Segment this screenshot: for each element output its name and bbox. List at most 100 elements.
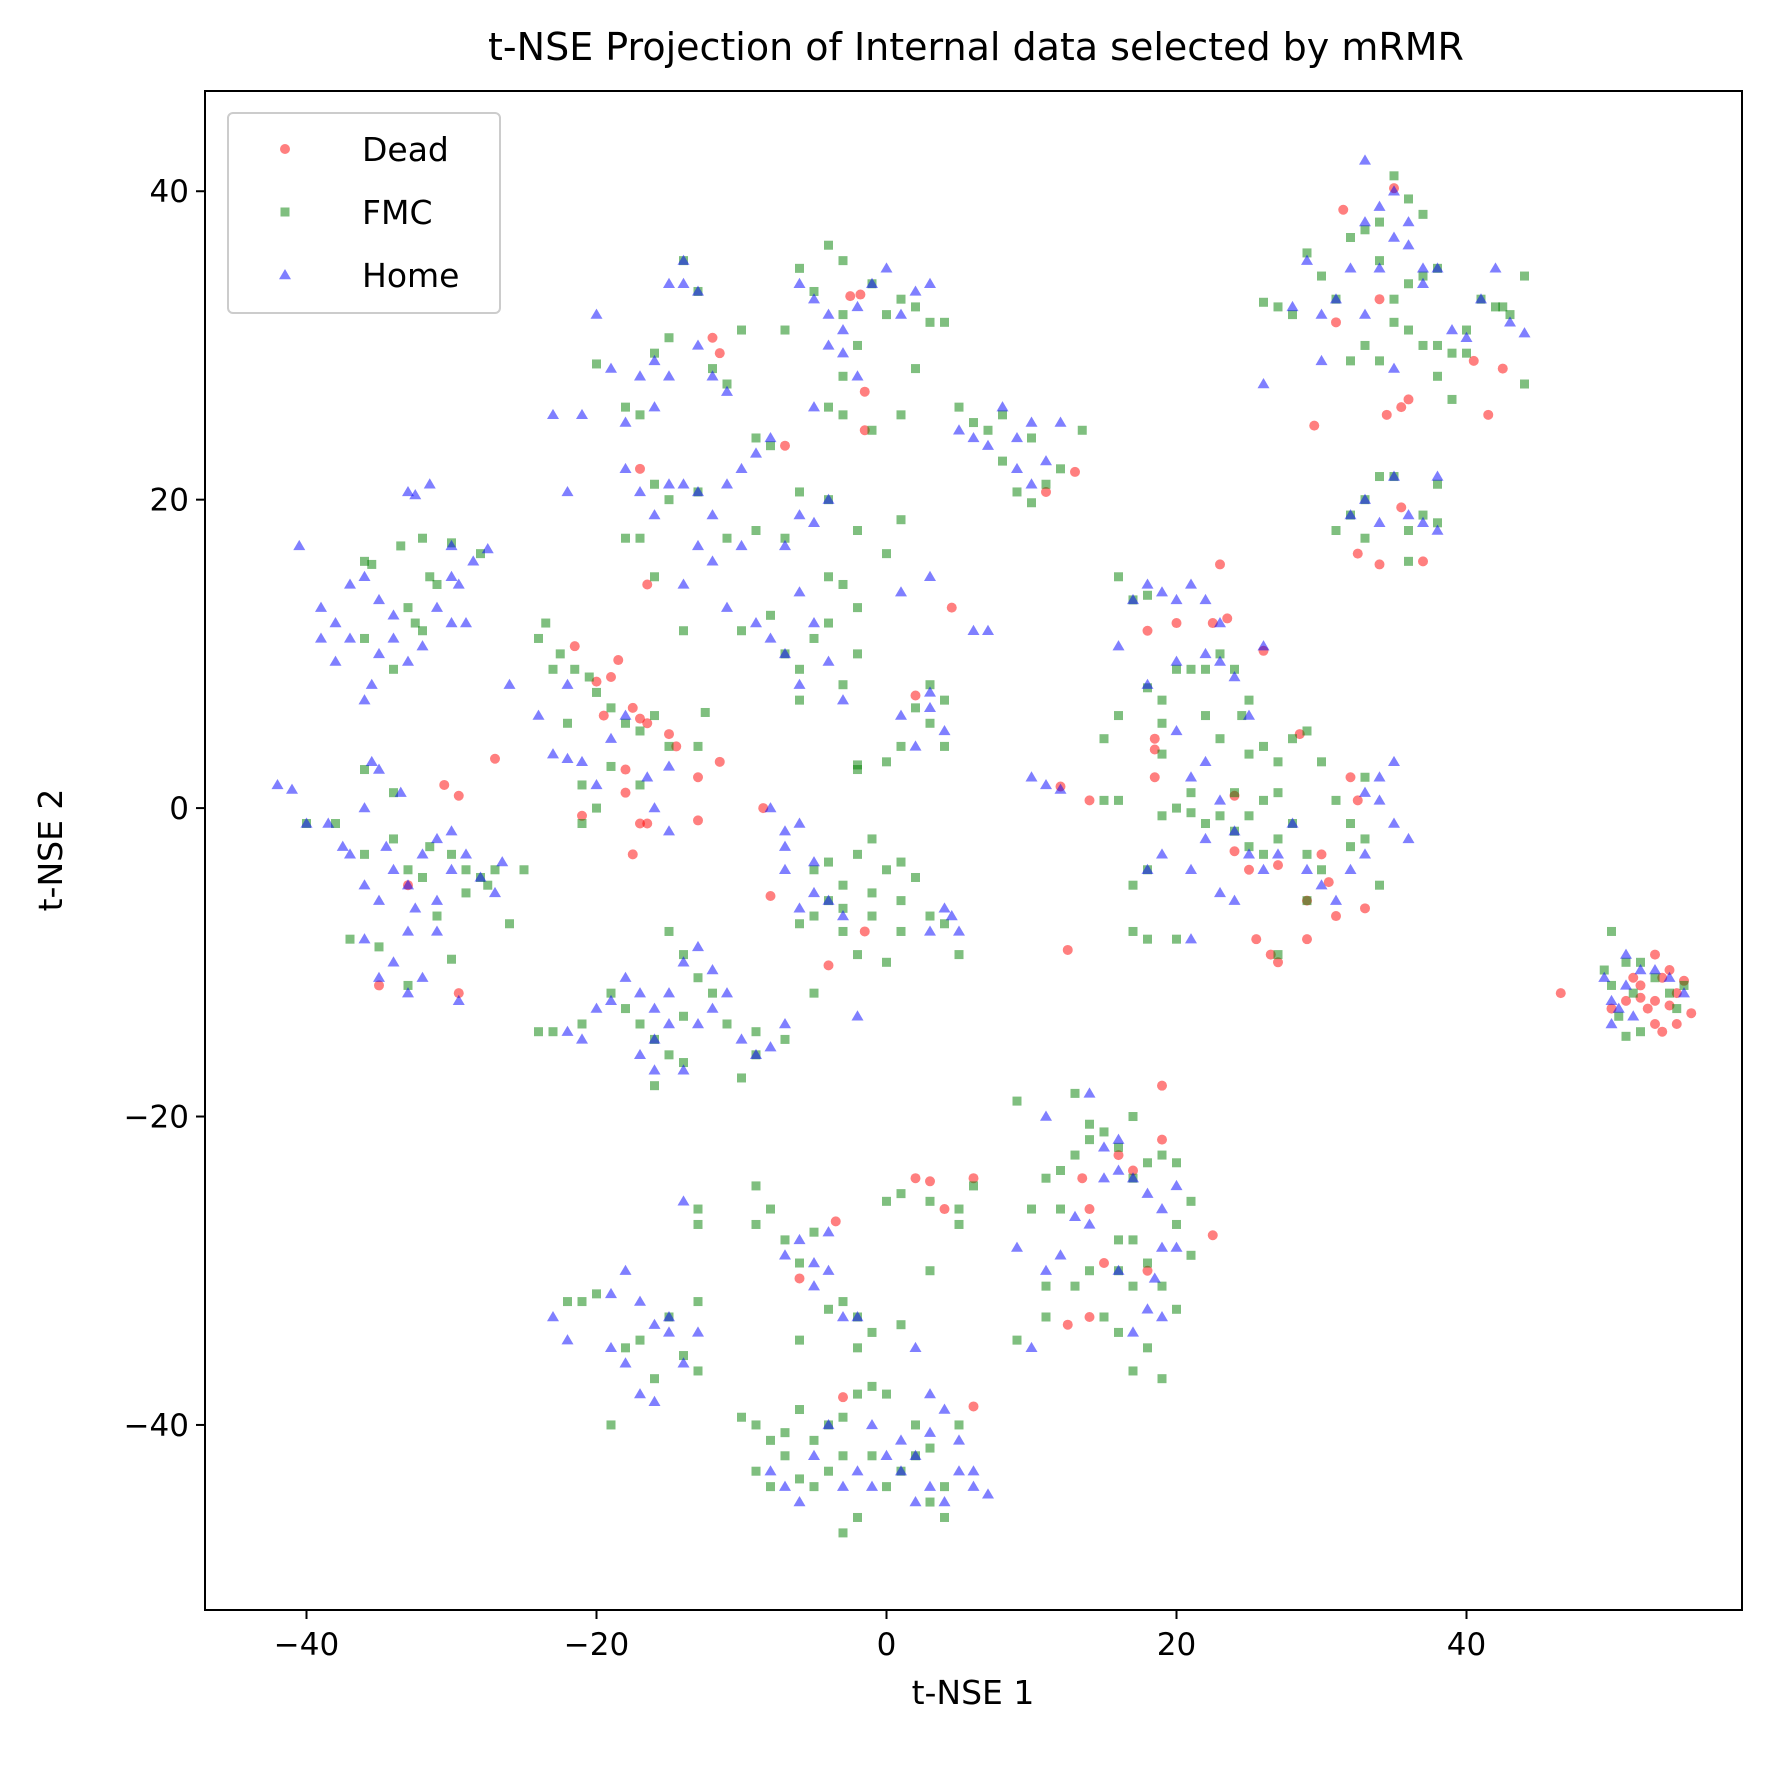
data-point-dead xyxy=(1374,559,1385,570)
data-point-fmc xyxy=(679,626,688,636)
data-point-dead xyxy=(1207,1230,1218,1241)
data-point-fmc xyxy=(1172,1219,1181,1229)
data-point-fmc xyxy=(1418,510,1428,520)
data-point-home xyxy=(387,956,400,967)
data-point-home xyxy=(322,817,335,828)
data-point-fmc xyxy=(1077,425,1087,435)
data-point-fmc xyxy=(1244,749,1254,759)
data-point-fmc xyxy=(331,819,340,829)
data-point-fmc xyxy=(360,849,369,859)
data-point-dead xyxy=(490,753,500,764)
data-point-home xyxy=(423,478,436,489)
data-point-fmc xyxy=(1375,880,1384,890)
data-point-fmc xyxy=(1288,310,1297,320)
data-point-home xyxy=(1054,783,1067,794)
data-point-dead xyxy=(707,332,718,343)
data-point-dead xyxy=(1396,402,1407,413)
data-point-fmc xyxy=(1259,297,1268,307)
data-point-home xyxy=(677,1195,690,1206)
data-point-fmc xyxy=(563,718,572,728)
data-point-fmc xyxy=(360,633,369,643)
data-point-fmc xyxy=(403,603,413,613)
data-point-fmc xyxy=(1157,811,1167,821)
data-point-home xyxy=(1170,1179,1183,1191)
data-point-fmc xyxy=(780,325,790,335)
data-point-fmc xyxy=(1114,1142,1123,1152)
data-point-home xyxy=(445,863,458,874)
data-point-fmc xyxy=(882,1196,891,1206)
data-point-fmc xyxy=(693,1297,703,1307)
data-point-home xyxy=(1460,331,1473,342)
data-point-home xyxy=(1359,154,1371,165)
data-point-home xyxy=(648,802,661,813)
data-point-fmc xyxy=(1186,808,1196,818)
data-point-home xyxy=(663,760,675,771)
data-point-fmc xyxy=(824,1304,833,1314)
data-point-fmc xyxy=(606,703,616,713)
data-point-dead xyxy=(1352,795,1363,806)
data-point-fmc xyxy=(838,310,848,320)
data-point-home xyxy=(1446,324,1458,335)
data-point-home xyxy=(1344,509,1357,520)
data-point-fmc xyxy=(780,1034,790,1044)
data-point-fmc xyxy=(751,433,761,443)
data-point-home xyxy=(851,1310,864,1322)
data-point-dead xyxy=(1374,294,1385,305)
data-point-fmc xyxy=(548,664,558,674)
data-point-dead xyxy=(1084,1204,1095,1215)
data-point-fmc xyxy=(896,896,906,906)
data-point-home xyxy=(1112,1164,1125,1175)
x-tick-label: −40 xyxy=(274,1627,339,1663)
data-point-fmc xyxy=(664,333,674,343)
data-point-dead xyxy=(968,1401,979,1412)
data-point-home xyxy=(387,863,400,874)
y-tick-label: 20 xyxy=(150,483,189,519)
data-point-fmc xyxy=(954,950,964,960)
data-point-fmc xyxy=(896,515,906,525)
data-point-dead xyxy=(859,386,870,397)
data-point-home xyxy=(677,1357,690,1368)
data-point-home xyxy=(924,277,936,288)
data-point-home xyxy=(953,1465,965,1476)
data-point-home xyxy=(561,752,574,763)
legend-label: Dead xyxy=(362,130,449,169)
data-point-home xyxy=(300,817,313,828)
data-point-fmc xyxy=(360,556,369,566)
data-point-home xyxy=(1127,1326,1139,1337)
data-point-dead xyxy=(939,1204,950,1215)
data-point-fmc xyxy=(1375,256,1384,266)
data-point-fmc xyxy=(367,559,377,569)
data-point-dead xyxy=(1323,877,1334,888)
data-point-dead xyxy=(1062,1319,1073,1330)
data-point-home xyxy=(561,1025,574,1036)
data-point-dead xyxy=(1555,988,1566,999)
data-point-dead xyxy=(780,440,790,451)
legend-box xyxy=(227,112,501,314)
data-point-fmc xyxy=(1172,934,1181,944)
data-point-home xyxy=(576,755,588,767)
data-point-dead xyxy=(1352,548,1363,559)
data-point-fmc xyxy=(1389,317,1399,327)
data-point-fmc xyxy=(1433,479,1442,489)
data-point-home xyxy=(1083,1087,1096,1098)
data-point-home xyxy=(619,709,632,720)
data-point-home xyxy=(1388,362,1400,373)
x-tick-label: 20 xyxy=(1157,1627,1196,1663)
data-point-home xyxy=(619,971,632,982)
data-point-home xyxy=(1402,509,1415,520)
axes-frame xyxy=(204,90,1743,1611)
legend: Dead FMC Home xyxy=(227,112,501,314)
data-point-home xyxy=(808,1449,820,1460)
data-point-home xyxy=(909,285,922,296)
data-point-fmc xyxy=(1621,1031,1631,1041)
data-point-fmc xyxy=(1433,518,1442,528)
data-point-home xyxy=(967,431,980,443)
data-point-home xyxy=(344,578,356,589)
data-point-home xyxy=(1286,817,1299,828)
data-point-fmc xyxy=(838,579,848,589)
data-point-dead xyxy=(1157,1080,1167,1091)
data-point-home xyxy=(634,1295,646,1306)
data-point-fmc xyxy=(809,911,819,921)
data-point-fmc xyxy=(534,633,543,643)
data-point-home xyxy=(750,617,762,628)
